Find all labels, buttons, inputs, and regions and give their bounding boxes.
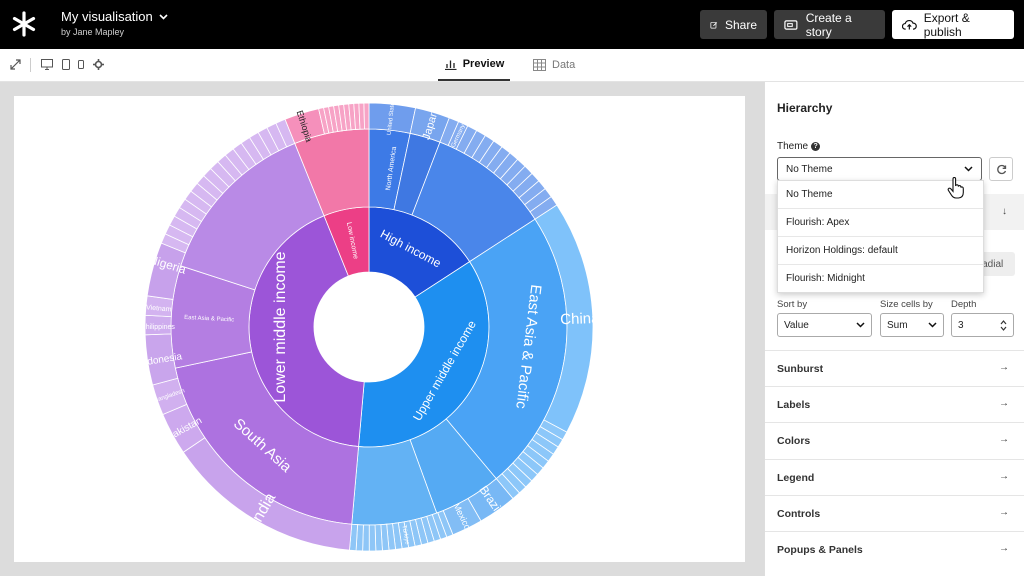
theme-option[interactable]: No Theme	[778, 181, 983, 209]
tab-data[interactable]: Data	[533, 49, 581, 81]
tab-preview-label: Preview	[462, 58, 505, 70]
arrow-right-icon: →	[999, 398, 1009, 409]
visualisation-title-text: My visualisation	[61, 9, 153, 24]
chevron-down-icon	[856, 322, 865, 328]
country-label: Vietnam	[146, 304, 172, 313]
country-label: United States	[387, 99, 397, 135]
country-label: Türkiye	[400, 525, 409, 546]
hand-cursor-icon	[947, 177, 964, 199]
editor-toolbar: Preview Data	[0, 49, 1024, 82]
top-bar: My visualisation by Jane Mapley Share Cr…	[0, 0, 1024, 49]
theme-option[interactable]: Flourish: Midnight	[786, 273, 865, 284]
edit-icon	[710, 21, 718, 29]
country-segment[interactable]	[374, 524, 383, 552]
size-cells-select[interactable]: Sum	[880, 313, 944, 337]
arrow-right-icon: →	[999, 543, 1009, 554]
sort-by-select[interactable]: Value	[777, 313, 872, 337]
theme-label: Theme ?	[777, 141, 821, 152]
author-byline: by Jane Mapley	[61, 27, 125, 37]
title-group: My visualisation by Jane Mapley	[61, 9, 168, 37]
section-popups-panels[interactable]: Popups & Panels →	[765, 531, 1024, 568]
income-label: Lower middle income	[272, 251, 289, 402]
arrow-right-icon: →	[999, 507, 1009, 518]
bar-chart-icon	[444, 60, 457, 70]
section-legend[interactable]: Legend →	[765, 459, 1024, 496]
create-story-button[interactable]: Create a story	[774, 10, 885, 39]
settings-panel: Hierarchy Theme ? No Theme ↓ radial No T…	[764, 82, 1024, 576]
country-label: China	[560, 310, 600, 328]
theme-select-value: No Theme	[786, 163, 833, 175]
create-story-label: Create a story	[805, 10, 852, 39]
section-label: Popups & Panels	[777, 544, 863, 556]
help-icon[interactable]: ?	[811, 142, 821, 151]
arrow-right-icon: →	[999, 471, 1009, 482]
theme-label-text: Theme	[777, 141, 809, 152]
refresh-theme-button[interactable]	[989, 157, 1013, 181]
section-sunburst[interactable]: Sunburst →	[765, 350, 1024, 387]
refresh-icon	[996, 164, 1006, 174]
theme-option[interactable]: Horizon Holdings: default	[778, 237, 983, 265]
arrow-right-icon: →	[999, 434, 1009, 445]
arrow-right-icon: →	[999, 362, 1009, 373]
country-segment[interactable]	[368, 524, 377, 552]
expand-icon[interactable]	[10, 59, 21, 70]
size-cells-label: Size cells by	[880, 299, 933, 310]
desktop-view-icon[interactable]	[41, 59, 53, 70]
tab-preview[interactable]: Preview	[438, 49, 510, 81]
tab-data-label: Data	[552, 59, 576, 71]
section-label: Controls	[777, 508, 821, 520]
story-icon	[784, 19, 798, 30]
tablet-view-icon[interactable]	[62, 59, 70, 70]
section-colors[interactable]: Colors →	[765, 422, 1024, 459]
depth-stepper[interactable]: 3	[951, 313, 1014, 337]
depth-label: Depth	[951, 299, 977, 310]
region-label: East Asia & Pacific	[184, 315, 234, 324]
chart-canvas: High income Upper middle income Lower midd…	[14, 96, 745, 562]
chevron-down-icon	[964, 166, 973, 172]
radial-label: radial	[978, 258, 1004, 270]
export-publish-button[interactable]: Export & publish	[892, 10, 1014, 39]
flourish-logo-icon[interactable]	[10, 10, 38, 38]
country-segment[interactable]	[363, 102, 370, 130]
toolbar-divider	[30, 58, 31, 72]
section-label: Legend	[777, 472, 815, 484]
section-labels[interactable]: Labels →	[765, 386, 1024, 423]
section-label: Labels	[777, 399, 811, 411]
country-label: Philippines	[141, 324, 175, 331]
section-label: Sunburst	[777, 363, 824, 375]
cloud-upload-icon	[902, 19, 917, 30]
mobile-view-icon[interactable]	[78, 60, 84, 69]
table-icon	[533, 59, 546, 71]
sort-by-label: Sort by	[777, 299, 808, 310]
theme-dropdown-menu: No Theme Flourish: Apex Horizon Holdings…	[777, 180, 984, 293]
section-label: Colors	[777, 435, 811, 447]
share-label: Share	[724, 17, 757, 32]
settings-gear-icon[interactable]	[93, 59, 104, 70]
stepper-arrows-icon[interactable]	[1000, 319, 1007, 331]
chevron-down-icon[interactable]	[159, 13, 168, 20]
section-controls[interactable]: Controls →	[765, 495, 1024, 532]
visualisation-title[interactable]: My visualisation	[61, 9, 168, 24]
sort-by-value: Value	[784, 319, 809, 331]
theme-option[interactable]: Flourish: Apex	[778, 209, 983, 237]
arrow-down-icon: ↓	[1002, 206, 1007, 217]
chevron-down-icon	[928, 322, 937, 328]
depth-value: 3	[958, 319, 964, 331]
share-button[interactable]: Share	[700, 10, 767, 39]
panel-title: Hierarchy	[777, 101, 833, 115]
export-publish-label: Export & publish	[923, 10, 970, 39]
size-cells-value: Sum	[887, 319, 908, 331]
